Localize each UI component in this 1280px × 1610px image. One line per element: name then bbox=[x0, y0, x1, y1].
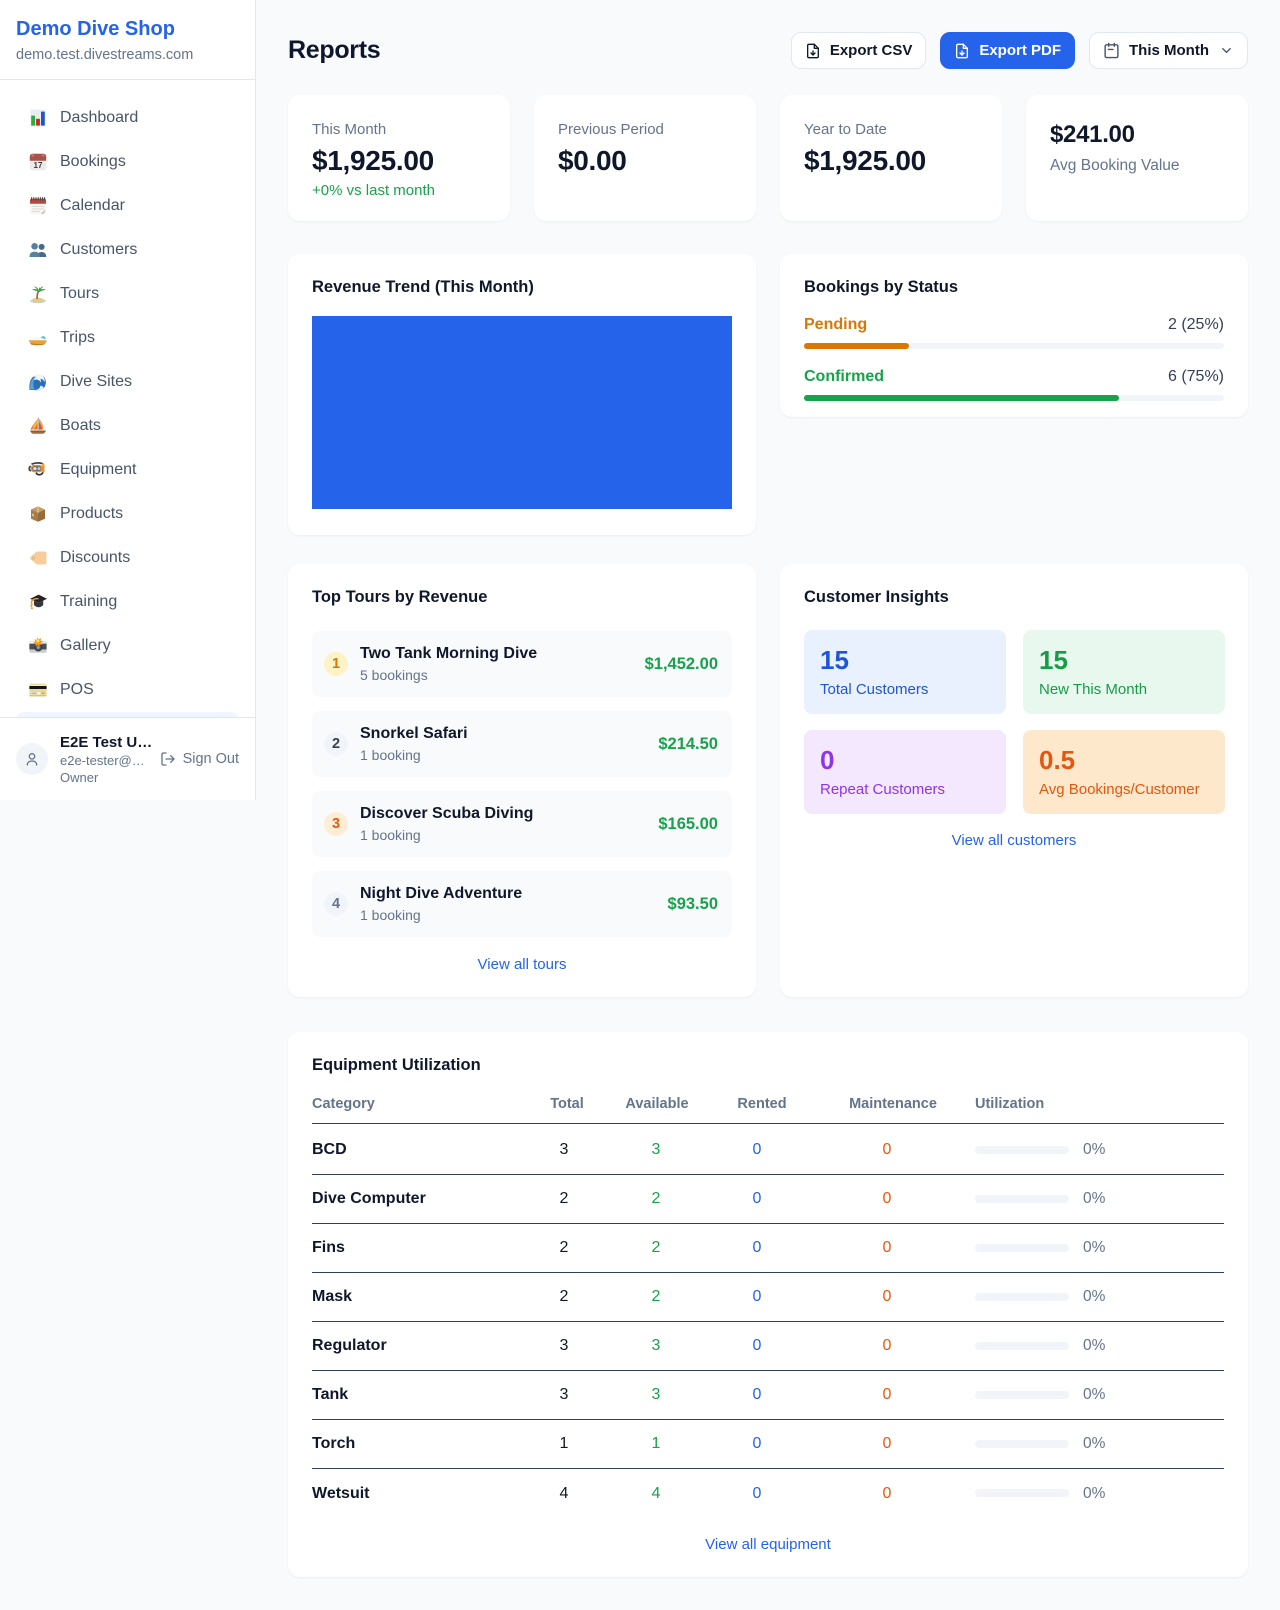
svg-text:17: 17 bbox=[34, 161, 43, 170]
